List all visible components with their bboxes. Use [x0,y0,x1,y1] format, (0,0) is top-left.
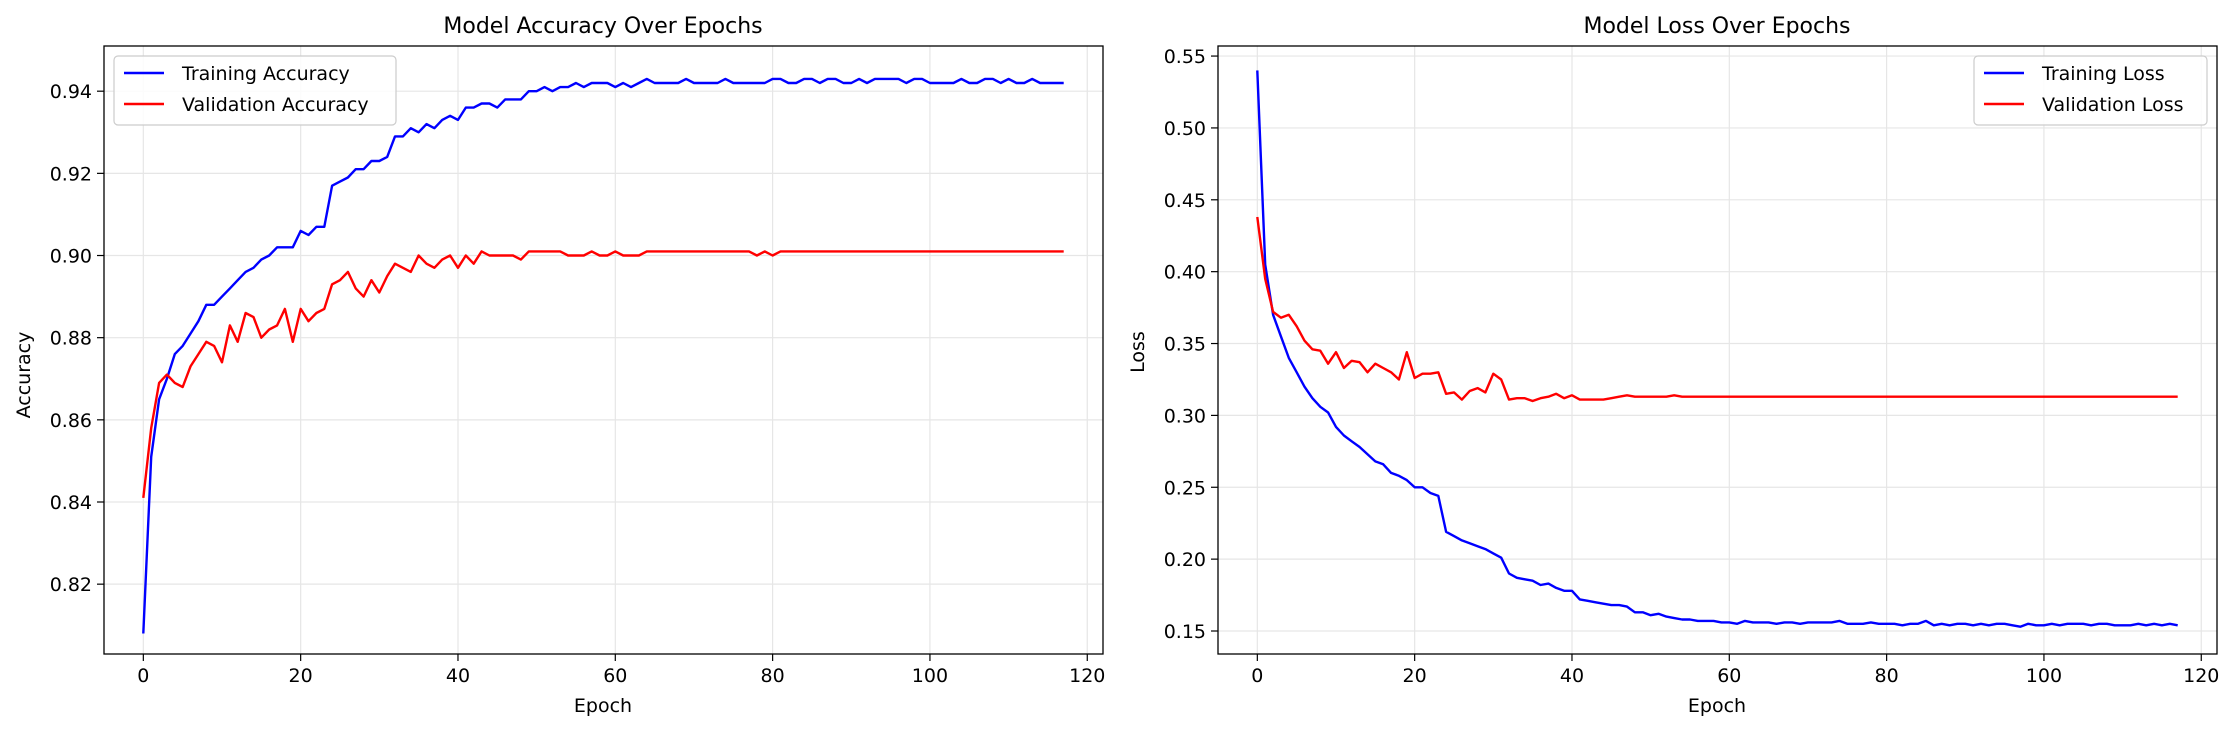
loss-y-axis-label: Loss [1127,331,1149,373]
loss-legend: Training Loss Validation Loss [1973,55,2208,126]
loss-x-tick-label: 20 [1403,665,1427,687]
accuracy-panel: Model Accuracy Over Epochs Epoch Accurac… [13,14,1105,717]
loss-y-tick-label: 0.40 [1164,262,1206,284]
accuracy-y-tick-label: 0.90 [50,246,92,268]
accuracy-series-training-accuracy [142,77,1064,634]
loss-legend-frame [1973,55,2208,126]
accuracy-y-tick-label: 0.88 [50,328,92,350]
accuracy-grid [104,46,1103,654]
accuracy-y-tick-label: 0.94 [50,81,92,103]
loss-lines [1256,70,2178,628]
accuracy-legend: Training Accuracy Validation Accuracy [113,55,397,126]
loss-series-validation-loss [1256,216,2178,403]
accuracy-x-tick-label: 40 [446,665,470,687]
loss-y-tick-label: 0.35 [1164,334,1206,356]
accuracy-x-tick-label: 20 [289,665,313,687]
legend-label-training-loss: Training Loss [2041,63,2165,85]
accuracy-series-validation-accuracy [142,250,1064,499]
accuracy-ticks: 0 20 40 60 80 100 120 0.82 0.84 0.86 0.88 0.90 0.92 0… [50,81,1106,687]
loss-y-tick-label: 0.45 [1164,190,1206,212]
accuracy-chart-title: Model Accuracy Over Epochs [443,14,762,39]
accuracy-lines [142,77,1064,634]
loss-y-tick-label: 0.20 [1164,549,1206,571]
accuracy-x-tick-label: 120 [1069,665,1105,687]
loss-x-tick-label: 100 [2026,665,2062,687]
loss-x-tick-label: 80 [1875,665,1899,687]
legend-label-validation-loss: Validation Loss [2042,94,2184,116]
loss-chart-title: Model Loss Over Epochs [1583,14,1850,39]
loss-panel: Model Loss Over Epochs Epoch Loss 0 20 40 6… [1127,14,2219,717]
loss-ticks: 0 20 40 60 80 100 120 0.15 0.20 0.25 0.30 0.35 0.40 0… [1164,46,2220,687]
loss-grid [1218,46,2217,654]
accuracy-y-axis-label: Accuracy [13,332,35,419]
loss-x-tick-label: 40 [1560,665,1584,687]
accuracy-y-tick-label: 0.82 [50,574,92,596]
loss-y-tick-label: 0.30 [1164,405,1206,427]
loss-y-tick-label: 0.15 [1164,621,1206,643]
loss-plot-frame [1217,45,2218,655]
accuracy-x-tick-label: 60 [603,665,627,687]
accuracy-x-tick-label: 0 [137,665,149,687]
accuracy-x-tick-label: 100 [912,665,948,687]
accuracy-x-tick-label: 80 [761,665,785,687]
loss-series-training-loss [1256,70,2178,628]
loss-x-tick-label: 120 [2183,665,2219,687]
loss-y-tick-label: 0.50 [1164,118,1206,140]
loss-x-tick-label: 60 [1717,665,1741,687]
loss-y-tick-label: 0.55 [1164,46,1206,68]
loss-x-axis-label: Epoch [1688,695,1746,717]
accuracy-legend-frame [113,55,397,126]
legend-label-training-accuracy: Training Accuracy [181,63,350,85]
legend-label-validation-accuracy: Validation Accuracy [182,94,369,116]
accuracy-y-tick-label: 0.86 [50,410,92,432]
loss-x-tick-label: 0 [1251,665,1263,687]
loss-y-tick-label: 0.25 [1164,477,1206,499]
accuracy-y-tick-label: 0.84 [50,492,92,514]
accuracy-x-axis-label: Epoch [574,695,632,717]
accuracy-y-tick-label: 0.92 [50,163,92,185]
accuracy-plot-frame [103,45,1104,655]
